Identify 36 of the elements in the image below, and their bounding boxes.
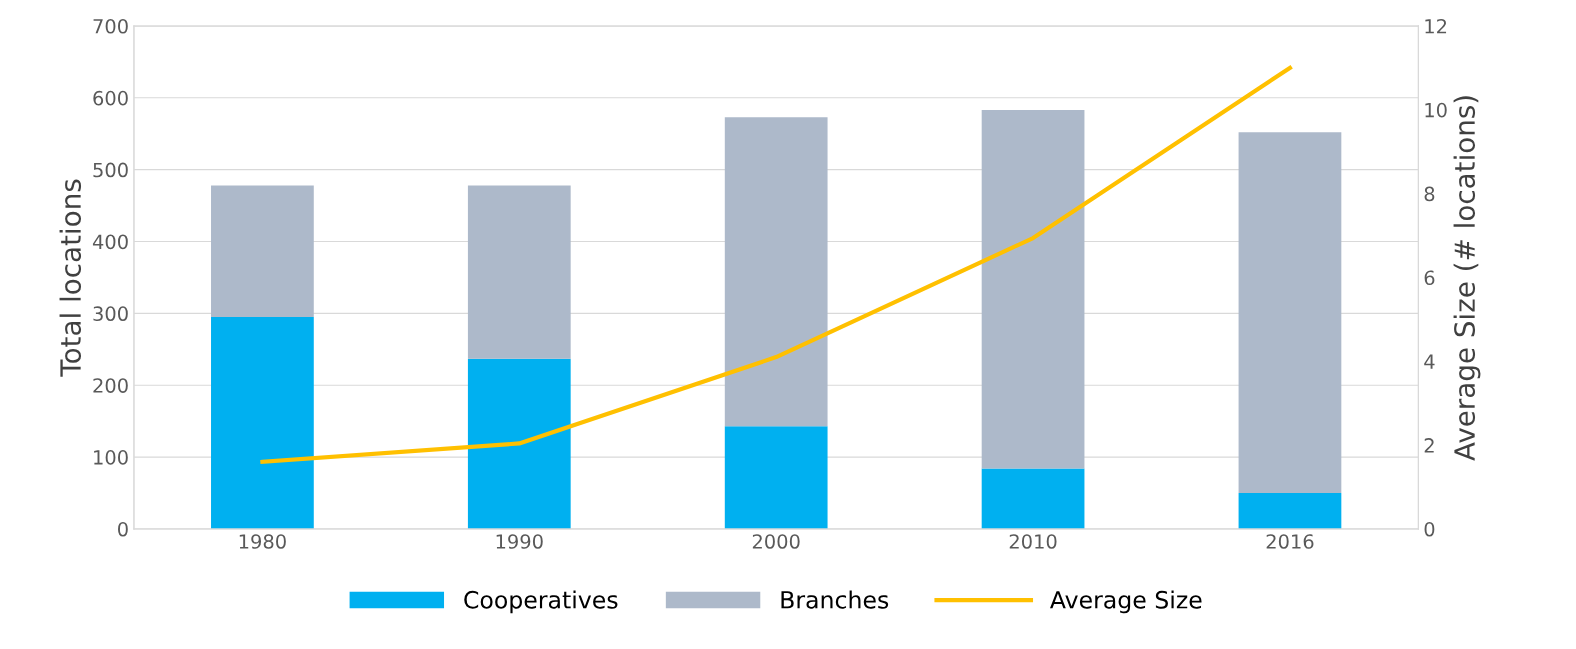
y-tick-label: 300 xyxy=(93,306,128,322)
bar xyxy=(981,468,1085,529)
bar xyxy=(1238,493,1342,529)
legend-label: Average Size xyxy=(1050,590,1202,614)
legend-label: Branches xyxy=(781,590,889,609)
x-tick-label: 2010 xyxy=(1009,534,1057,549)
bar xyxy=(211,185,314,317)
x-tick-label: 1980 xyxy=(239,534,286,549)
x-tick-label: 2016 xyxy=(1266,534,1314,549)
bar xyxy=(981,110,1085,469)
y2-axis-title: Average Size (# locations) xyxy=(1453,96,1481,461)
y-axis-title: Total locations xyxy=(59,179,82,377)
bar xyxy=(211,316,314,529)
y2-tick-label: 4 xyxy=(1424,354,1435,369)
bar xyxy=(467,358,571,529)
bar xyxy=(467,185,571,359)
y2-tick-label: 12 xyxy=(1425,18,1447,34)
y-tick-label: 600 xyxy=(93,90,128,106)
x-tick-label: 1990 xyxy=(496,534,543,549)
y2-tick-label: 6 xyxy=(1424,270,1435,286)
x-tick-label: 2000 xyxy=(752,534,800,549)
y2-tick-label: 0 xyxy=(1424,521,1435,537)
bar xyxy=(1238,132,1342,494)
legend-label: Cooperatives xyxy=(464,590,618,614)
y2-tick-label: 2 xyxy=(1424,438,1434,453)
y-tick-label: 500 xyxy=(93,162,128,178)
line-series xyxy=(260,65,1293,464)
y-tick-label: 0 xyxy=(118,521,128,537)
y-tick-label: 400 xyxy=(92,234,128,250)
y-tick-label: 700 xyxy=(93,18,128,34)
y2-tick-label: 10 xyxy=(1425,102,1447,118)
y-tick-label: 100 xyxy=(94,450,128,465)
bar xyxy=(724,426,828,529)
y2-tick-label: 8 xyxy=(1424,186,1435,202)
y-tick-label: 200 xyxy=(93,378,128,393)
bar xyxy=(724,117,828,427)
